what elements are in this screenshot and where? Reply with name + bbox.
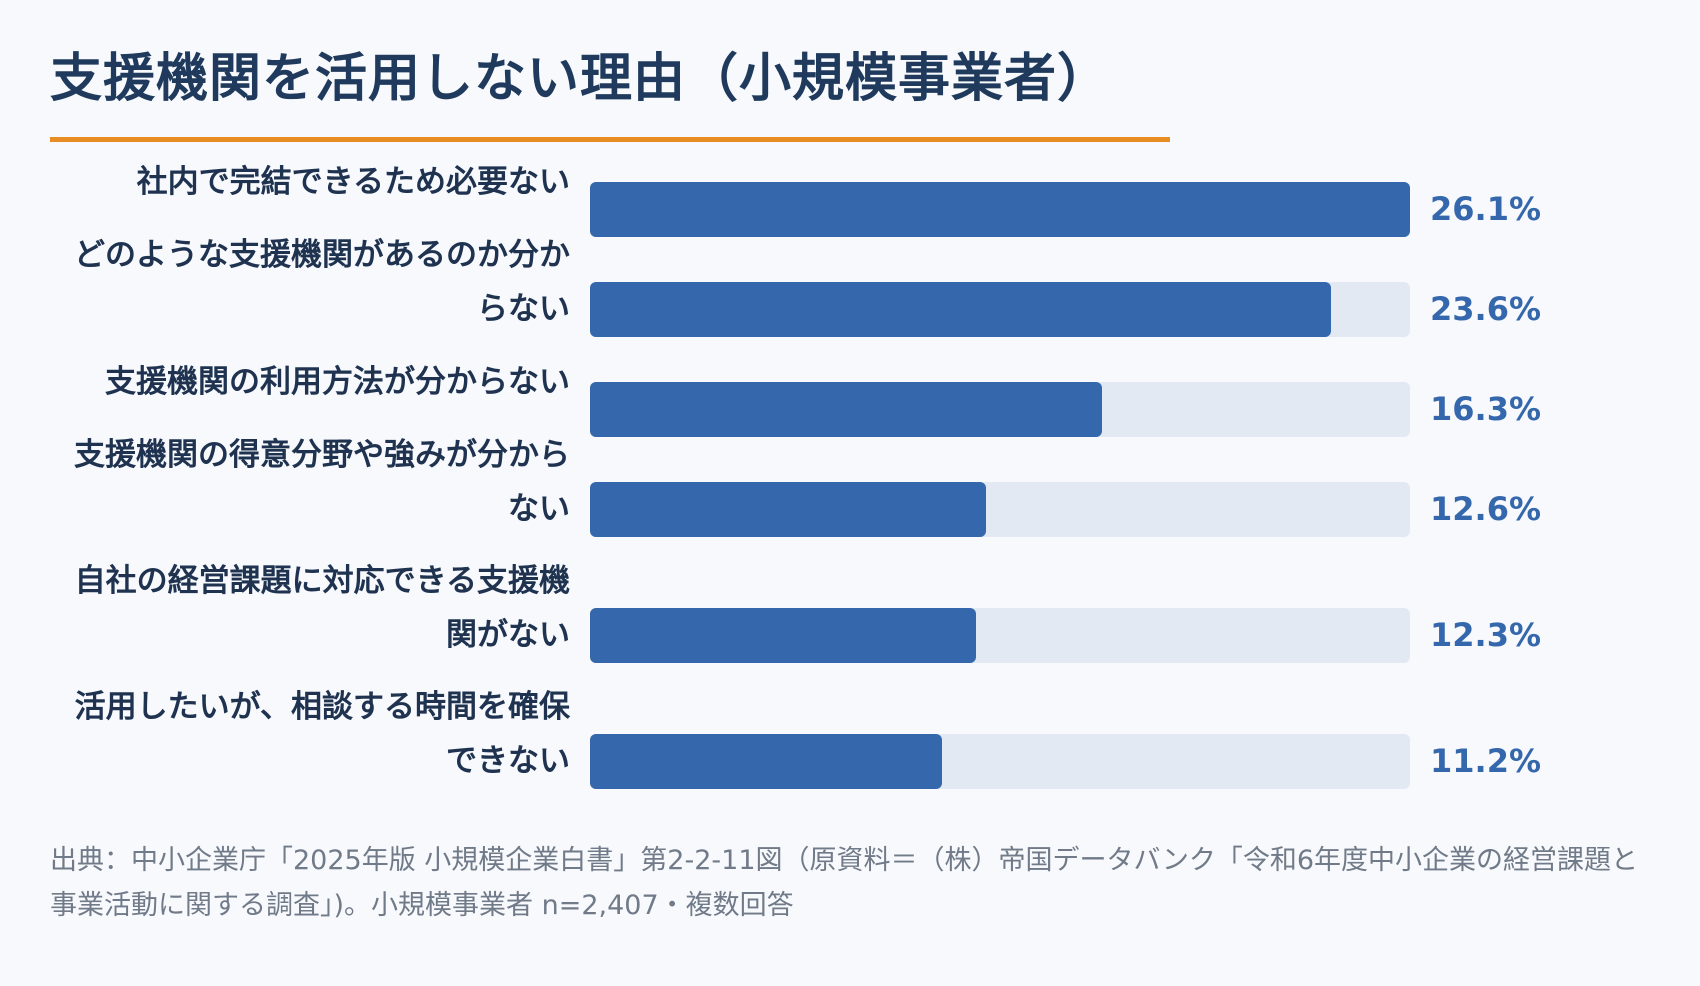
bar-track bbox=[590, 734, 1410, 789]
category-label: どのような支援機関があるのか分からない bbox=[74, 237, 570, 327]
bar-track bbox=[590, 182, 1410, 237]
category-label: 活用したいが、相談する時間を確保できない bbox=[74, 689, 570, 779]
bar-track bbox=[590, 282, 1410, 337]
category-label: 自社の経営課題に対応できる支援機関がない bbox=[74, 563, 570, 653]
category-label: 支援機関の利用方法が分からない bbox=[105, 364, 570, 400]
page-title: 支援機関を活用しない理由（小規模事業者） bbox=[50, 49, 1111, 109]
category-label: 社内で完結できるため必要ない bbox=[136, 164, 570, 200]
source-note: 出典：中小企業庁「2025年版 小規模企業白書」第2-2-11図（原資料＝（株）… bbox=[50, 845, 1639, 921]
data-label: 23.6% bbox=[1430, 290, 1542, 328]
bar bbox=[590, 608, 976, 663]
data-label: 12.6% bbox=[1430, 490, 1542, 528]
bar bbox=[590, 282, 1331, 337]
bar bbox=[590, 382, 1102, 437]
bar bbox=[590, 182, 1410, 237]
data-label: 12.3% bbox=[1430, 616, 1542, 654]
data-label: 26.1% bbox=[1430, 190, 1542, 228]
data-label: 16.3% bbox=[1430, 390, 1542, 428]
bar-track bbox=[590, 482, 1410, 537]
bar-track bbox=[590, 608, 1410, 663]
bar-track bbox=[590, 382, 1410, 437]
category-label: 支援機関の得意分野や強みが分からない bbox=[74, 437, 570, 527]
bar bbox=[590, 734, 942, 789]
bar bbox=[590, 482, 986, 537]
data-label: 11.2% bbox=[1430, 742, 1542, 780]
title-underline bbox=[50, 137, 1170, 142]
